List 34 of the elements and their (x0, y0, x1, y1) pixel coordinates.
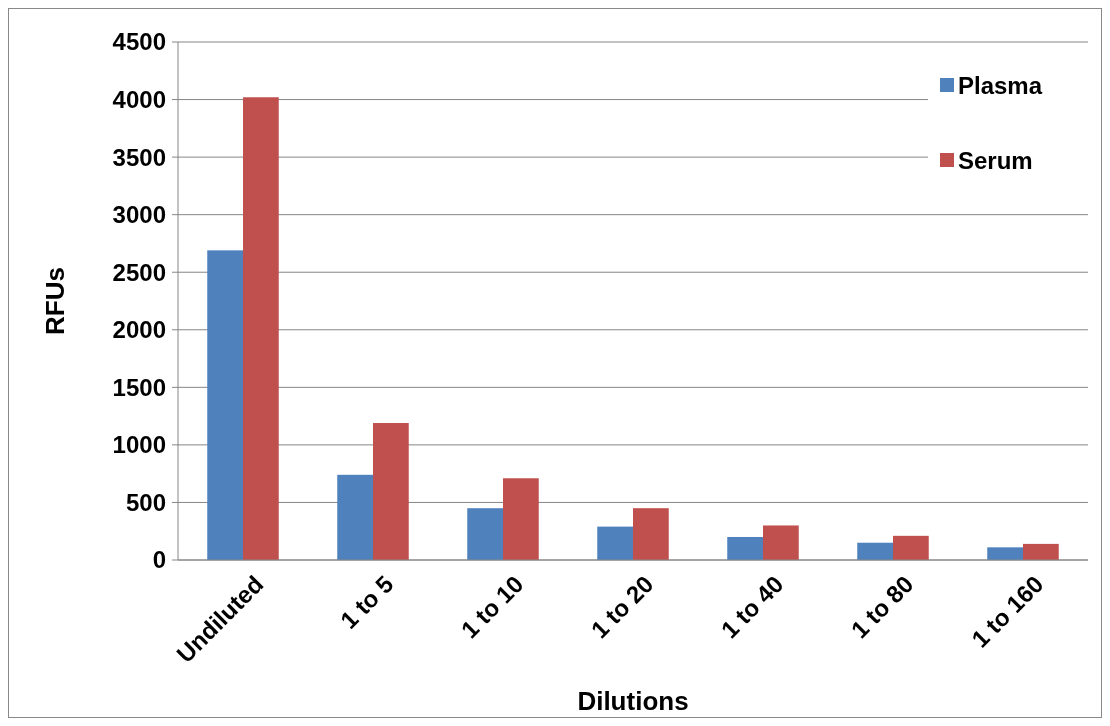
bar (987, 547, 1023, 560)
x-tick-label: 1 to 40 (715, 570, 789, 644)
y-tick-label: 2500 (112, 258, 166, 286)
bar (597, 526, 633, 560)
bar (243, 97, 279, 560)
bar (373, 423, 409, 560)
bar (633, 508, 669, 560)
bar (207, 250, 243, 560)
y-tick-label: 0 (152, 546, 166, 574)
x-axis-title: Dilutions (577, 686, 689, 716)
y-tick-label: 1000 (112, 431, 166, 459)
y-tick-label: 4000 (112, 85, 166, 113)
bar (1023, 543, 1059, 560)
x-tick-label: 1 to 160 (966, 570, 1049, 653)
bar (763, 525, 799, 560)
legend-label: Plasma (958, 72, 1043, 100)
x-tick-label: 1 to 10 (455, 570, 529, 644)
x-tick-label: 1 to 5 (335, 570, 399, 634)
bar (727, 536, 763, 560)
y-tick-label: 4500 (112, 28, 166, 56)
x-tick-label: 1 to 80 (845, 570, 919, 644)
legend-label: Serum (958, 147, 1033, 175)
bar (893, 535, 929, 560)
y-tick-label: 3000 (112, 201, 166, 229)
bar (337, 474, 373, 560)
y-tick-label: 500 (125, 488, 166, 516)
y-tick-label: 1500 (112, 373, 166, 401)
bar (503, 478, 539, 560)
y-axis-title: RFUs (40, 267, 70, 335)
bar (857, 542, 893, 560)
y-tick-label: 3500 (112, 143, 166, 171)
x-tick-label: 1 to 20 (585, 570, 659, 644)
bar (467, 508, 503, 560)
y-tick-label: 2000 (112, 316, 166, 344)
